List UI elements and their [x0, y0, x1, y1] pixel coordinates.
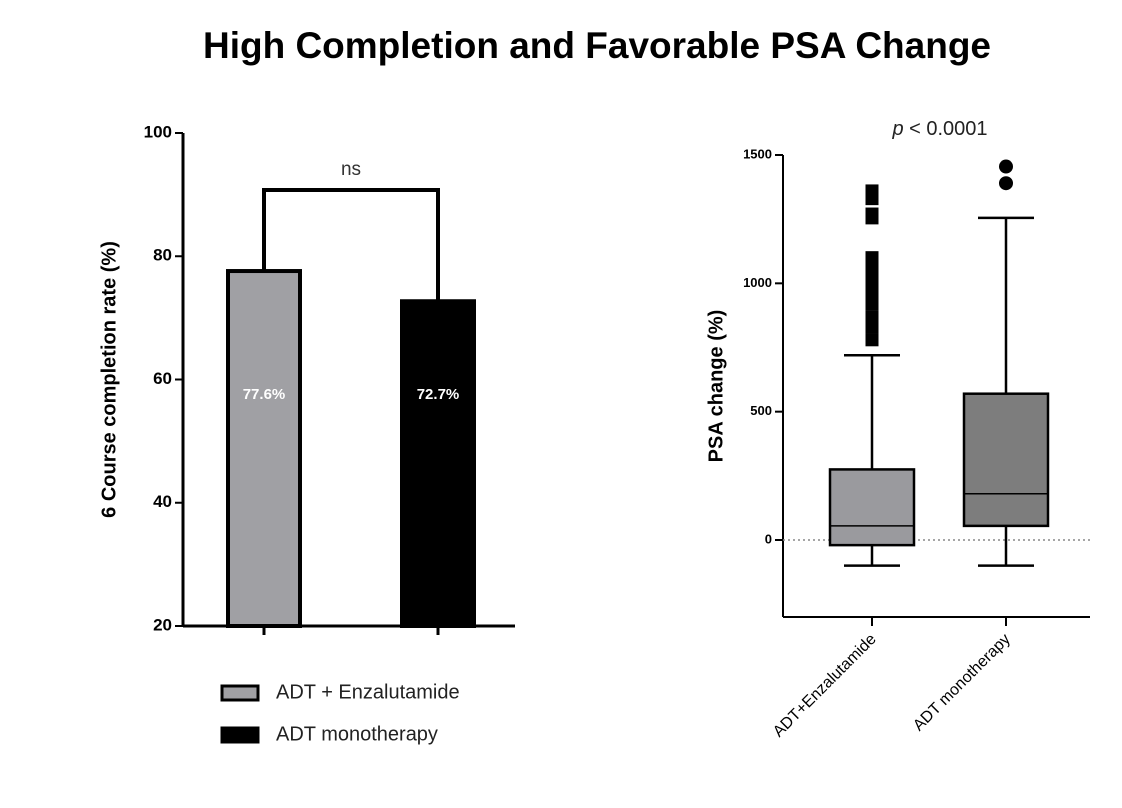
- y-tick-label: 80: [153, 246, 172, 265]
- y-tick-label: 60: [153, 369, 172, 388]
- outlier: [865, 192, 879, 206]
- outlier: [865, 310, 879, 324]
- legend-swatch: [220, 726, 260, 744]
- outlier: [999, 176, 1013, 191]
- outlier: [865, 320, 879, 334]
- outlier: [865, 251, 879, 265]
- x-tick-label: ADT+Enzalutamide: [770, 631, 880, 741]
- outlier: [865, 297, 879, 311]
- y-tick-label: 500: [750, 403, 772, 418]
- outlier: [865, 333, 879, 347]
- y-tick-label: 40: [153, 492, 172, 511]
- bar: [400, 299, 476, 628]
- y-tick-label: 0: [765, 531, 772, 546]
- y-axis-label: PSA change (%): [705, 310, 727, 463]
- legend-label: ADT monotherapy: [276, 723, 438, 745]
- legend-label: ADT + Enzalutamide: [276, 681, 460, 703]
- y-tick-label: 1000: [743, 275, 772, 290]
- outlier: [999, 159, 1013, 174]
- box: [962, 392, 1050, 528]
- y-axis-label: 6 Course completion rate (%): [98, 241, 120, 518]
- outlier: [865, 211, 879, 225]
- bar: [226, 269, 302, 628]
- y-tick-label: 100: [144, 122, 172, 141]
- significance-label: ns: [341, 159, 361, 180]
- y-tick-label: 20: [153, 615, 172, 634]
- significance-bracket: [262, 188, 440, 302]
- x-tick-label: ADT monotherapy: [910, 631, 1014, 735]
- legend-swatch: [220, 684, 260, 702]
- value-label: 77.6%: [243, 386, 286, 403]
- value-label: 72.7%: [417, 386, 460, 403]
- y-tick-label: 1500: [743, 146, 772, 161]
- box: [828, 468, 916, 547]
- page-title: High Completion and Favorable PSA Change: [203, 25, 991, 66]
- p-value-annotation: p < 0.0001: [892, 118, 988, 140]
